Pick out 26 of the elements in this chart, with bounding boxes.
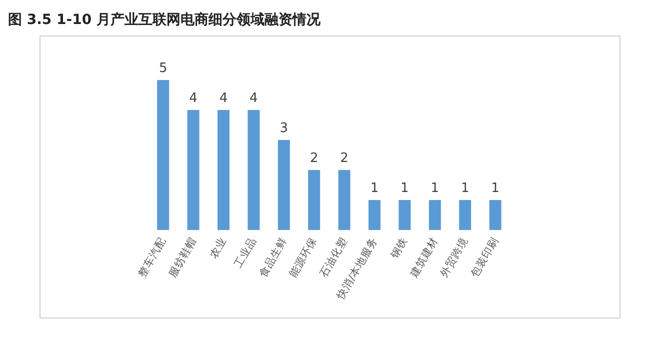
data-label: 1 [491,181,500,196]
data-label: 1 [400,181,409,196]
bar [187,110,200,230]
bar [157,80,170,230]
data-label: 1 [430,181,440,196]
bar [278,140,290,230]
bar [459,200,472,230]
bar [218,110,230,230]
bar [368,200,380,230]
data-label: 4 [250,91,258,106]
bar [308,170,320,230]
data-label: 4 [219,91,228,106]
bar [338,170,350,230]
data-label: 5 [158,61,168,76]
data-label: 2 [340,151,348,166]
bar [489,200,502,230]
data-label: 2 [310,151,318,166]
bar [398,200,411,230]
bar [248,110,260,230]
x-tick-label: 农业 [206,235,230,261]
data-label: 3 [280,121,288,136]
bar [428,200,441,230]
data-label: 1 [370,181,379,196]
data-label: 1 [460,181,470,196]
chart-title: 图 3.5 1-10 月产业互联网电商细分领域融资情况 [8,11,322,28]
data-label: 4 [189,91,198,106]
